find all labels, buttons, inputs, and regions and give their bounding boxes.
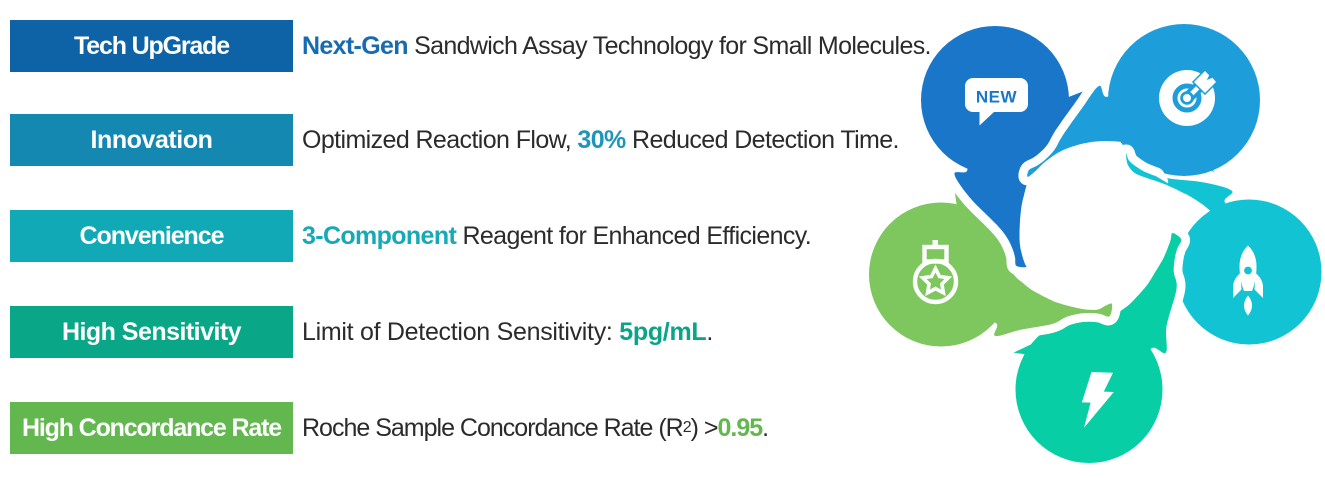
svg-text:NEW: NEW bbox=[976, 88, 1018, 107]
